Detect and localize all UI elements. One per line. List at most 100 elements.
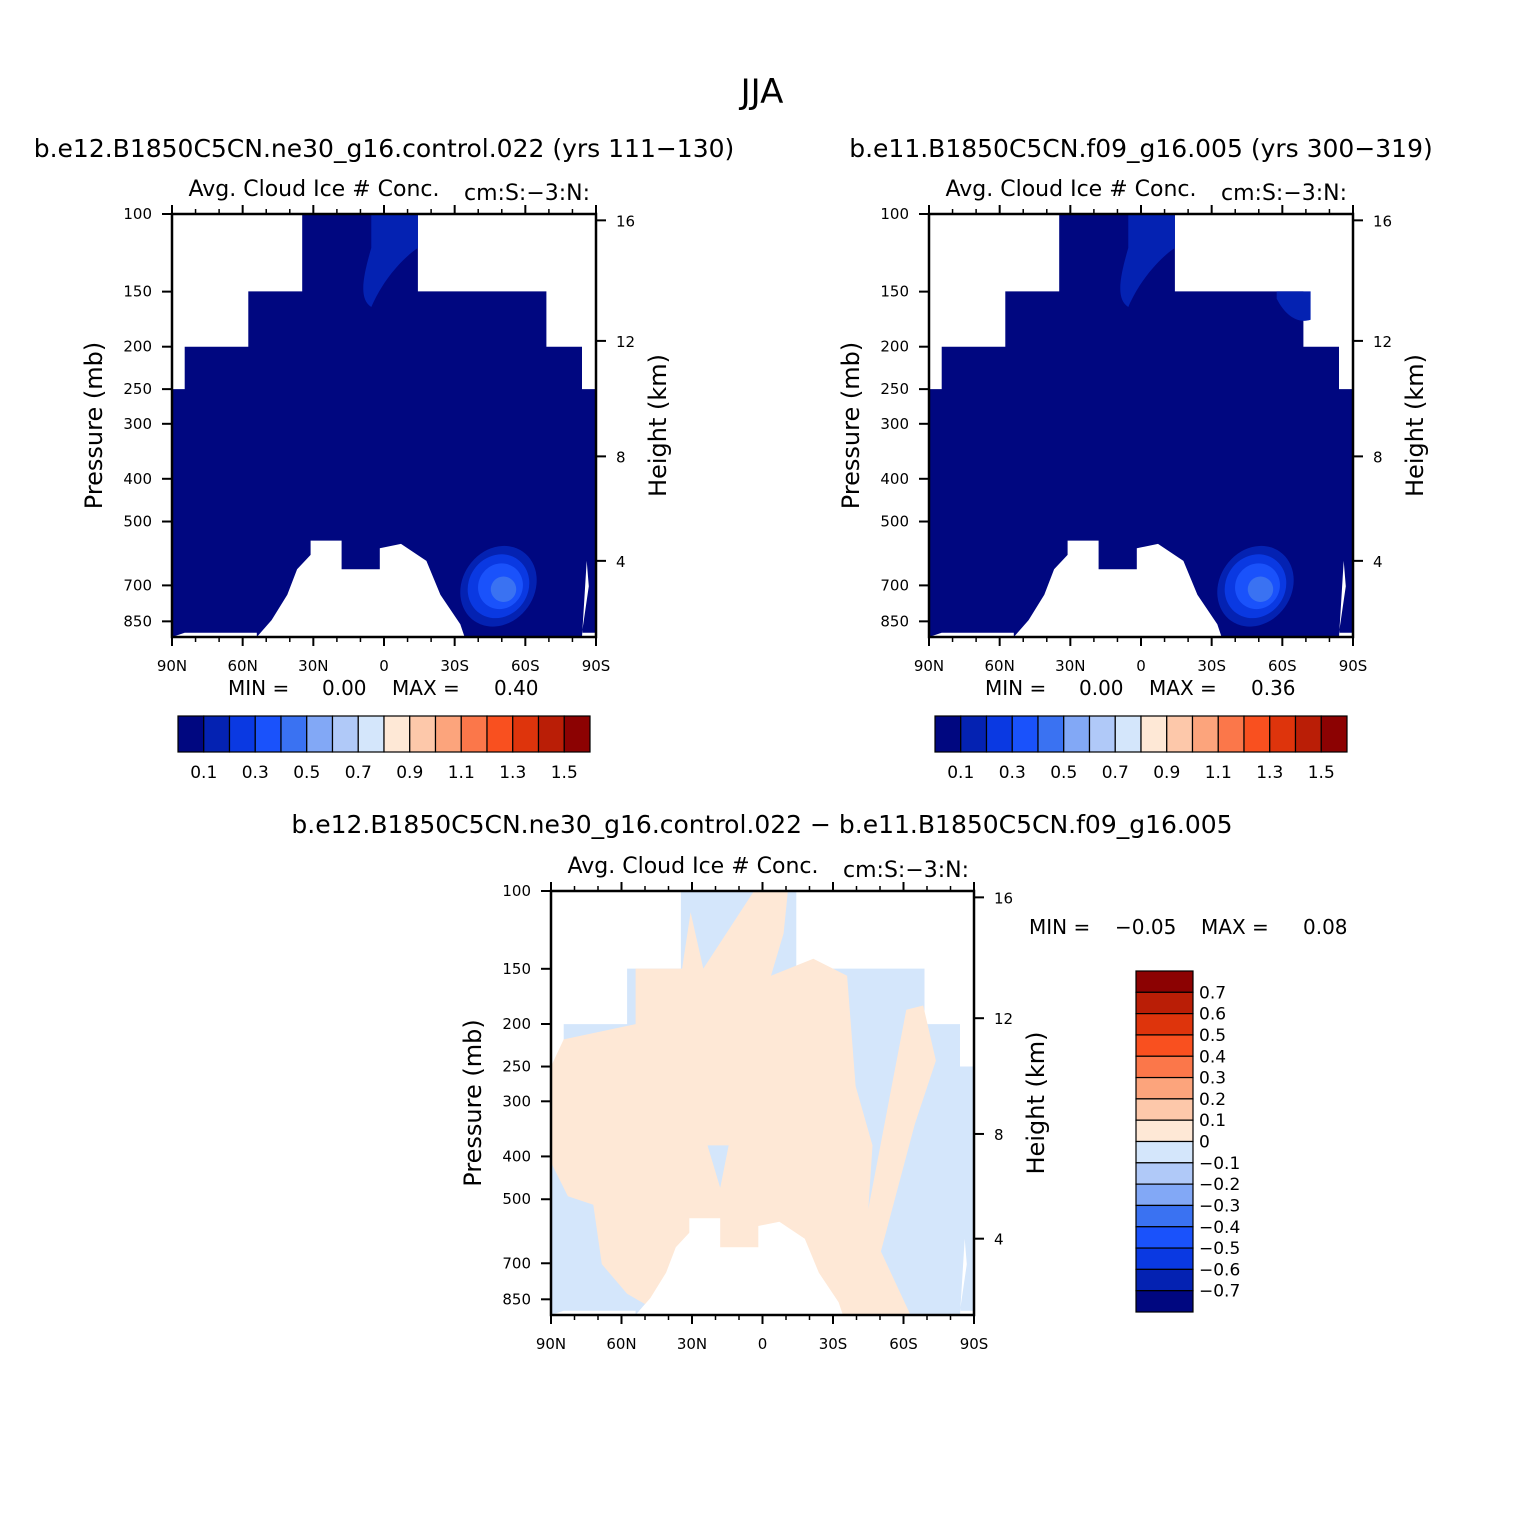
colorbar-label: 1.5 [551,763,578,783]
x-tick-label: 0 [1136,657,1146,675]
colorbar-swatch [1135,1162,1194,1185]
x-tick-label: 90N [914,657,944,675]
colorbar-label: −0.1 [1199,1154,1240,1174]
subtitle-right: cm:S:−3:N: [1221,181,1347,206]
y2-tick-label: 12 [616,333,635,351]
colorbar-label: −0.5 [1199,1239,1240,1259]
x-tick-label: 30S [1197,657,1226,675]
colorbar-label: 0.4 [1199,1047,1226,1067]
colorbar-label: 1.1 [1205,763,1232,783]
colorbar-swatch [460,715,488,753]
ice-max-core [490,576,517,602]
colorbar-swatch [1063,715,1091,753]
y-tick-label: 850 [123,612,152,630]
colorbar-label: 0.5 [293,763,320,783]
x-tick-label: 0 [379,657,389,675]
max-label: MAX = [1201,915,1269,939]
colorbar-label: 0.1 [190,763,217,783]
y-tick-label: 850 [880,612,909,630]
x-tick-label: 60N [228,657,258,675]
panel-3-title: b.e12.B1850C5CN.ne30_g16.control.022 − b… [291,810,1232,839]
min-value: 0.00 [322,676,367,700]
x-tick-label: 60S [1268,657,1297,675]
colorbar-label: 0.5 [1199,1026,1226,1046]
colorbar-control: 0.1 0.3 0.5 0.7 0.9 1.1 1.3 1.5 [177,715,591,783]
colorbar-swatch [1135,1076,1194,1100]
colorbar-swatch [1135,1119,1194,1143]
colorbar-swatch [1088,715,1116,753]
x-tick-label: 90S [582,657,611,675]
x-tick-label: 90S [1339,657,1368,675]
y-tick-label: 500 [123,513,152,531]
upper-south-lobe [1276,291,1311,321]
y-tick-label: 300 [123,415,152,433]
y-tick-label: 400 [880,470,909,488]
y-axis-label: Pressure (mb) [837,342,865,509]
colorbar-swatch [1191,715,1219,753]
colorbar-swatch [512,715,540,753]
colorbar-label: 1.3 [499,763,526,783]
y2-tick-label: 8 [1373,448,1383,466]
y2-axis-label: Height (km) [1401,354,1429,497]
x-tick-label: 30S [440,657,469,675]
min-value: 0.00 [1079,676,1124,700]
y-tick-label: 400 [502,1147,531,1165]
x-tick-label: 60N [606,1335,636,1353]
colorbar-swatch [1166,715,1194,753]
y2-tick-label: 16 [994,889,1013,907]
colorbar-swatch [1135,1140,1194,1164]
colorbar-swatch [1037,715,1065,753]
y-tick-label: 100 [502,882,531,900]
colorbar-label: −0.3 [1199,1196,1240,1216]
colorbar-swatch [357,715,385,753]
colorbar-label: 0.3 [999,763,1026,783]
colorbar-swatch [254,715,282,753]
x-tick-label: 90N [536,1335,566,1353]
y2-tick-label: 12 [994,1010,1013,1028]
max-value: 0.08 [1303,915,1348,939]
subtitle-right: cm:S:−3:N: [843,858,969,883]
y2-tick-label: 16 [616,212,635,230]
colorbar-label: 0.6 [1199,1005,1226,1025]
colorbar-swatch [563,715,591,753]
colorbar-label: −0.6 [1199,1260,1240,1280]
colorbar-label: 0.5 [1050,763,1077,783]
y-tick-label: 150 [880,283,909,301]
colorbar-label: 0.9 [1153,763,1180,783]
upper-ice-lobe [1120,214,1175,308]
colorbar-swatch [1135,1226,1194,1249]
upper-ice-lobe [363,214,418,308]
colorbar-swatch [1135,970,1194,993]
y-tick-label: 700 [123,576,152,594]
y2-axis-label: Height (km) [644,354,672,497]
colorbar-swatch [486,715,514,753]
colorbar-swatch [1135,1034,1194,1057]
y2-tick-label: 16 [1373,212,1392,230]
y-tick-label: 200 [502,1015,531,1033]
field-navy [929,214,1353,637]
x-tick-label: 30N [1055,657,1085,675]
panel-control: 90N 60N 30N 0 30S 60S 90S 100 150 200 250 300 400 500… [80,177,672,700]
max-label: MAX = [392,676,460,700]
colorbar-swatch [383,715,411,753]
colorbar-swatch [1011,715,1039,753]
colorbar-swatch [1243,715,1271,753]
y-tick-label: 200 [123,338,152,356]
subtitle-left: Avg. Cloud Ice # Conc. [568,854,819,879]
x-tick-label: 90S [960,1335,989,1353]
y-tick-label: 150 [123,283,152,301]
colorbar-swatch [1114,715,1142,753]
colorbar-swatch [985,715,1013,753]
colorbar-swatch [1135,1055,1194,1079]
min-label: MIN = [985,676,1046,700]
colorbar-swatch [1140,715,1168,753]
y-tick-label: 500 [880,513,909,531]
x-tick-label: 60S [889,1335,918,1353]
colorbar-swatch [1135,1247,1194,1270]
orography-mask [635,1218,843,1315]
min-label: MIN = [1029,915,1090,939]
ice-max-core [1247,576,1274,602]
colorbar-label: −0.2 [1199,1175,1240,1195]
panel-difference: 90N 60N 30N 0 30S 60S 90S 100 150 200 250 300 400 500… [459,854,1348,1353]
